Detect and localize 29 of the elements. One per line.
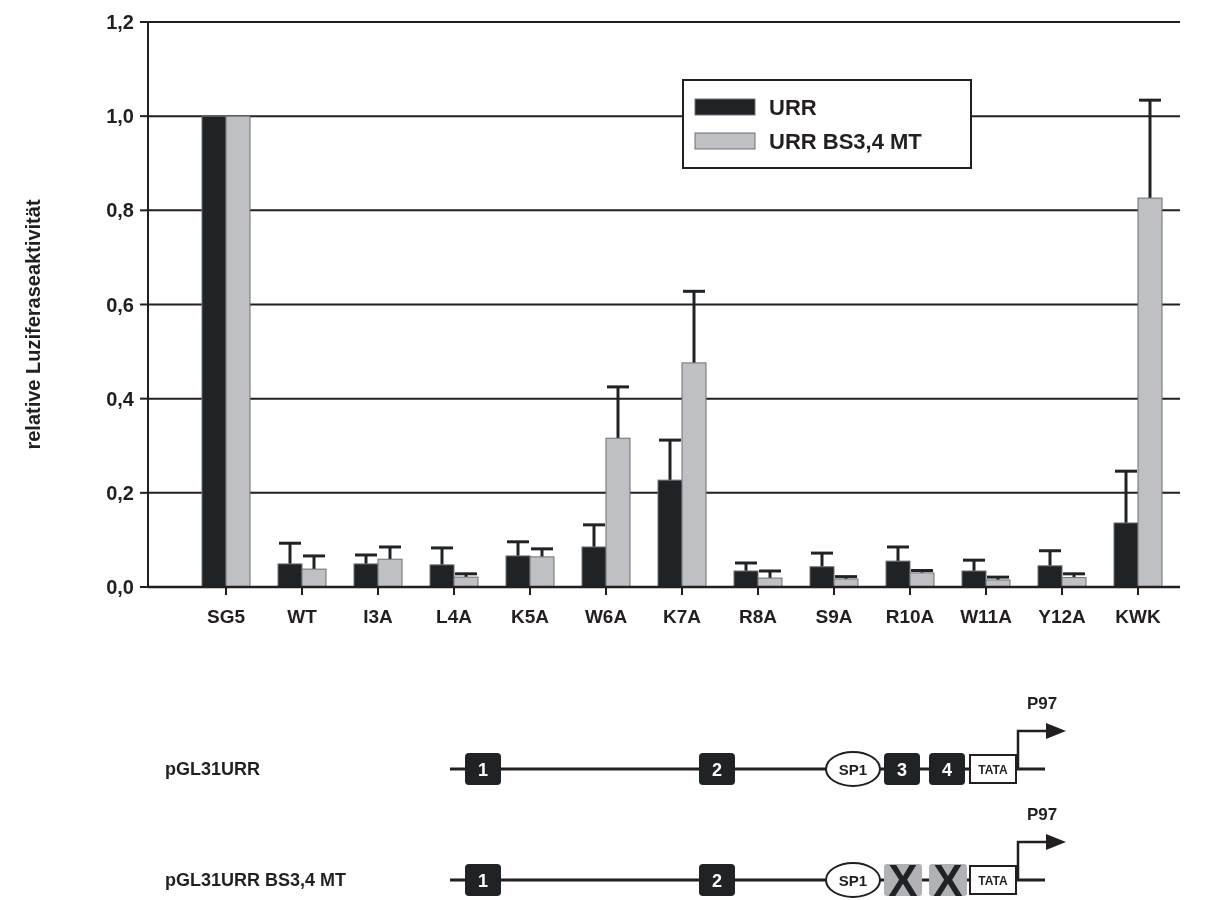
x-tick-label: SG5 [206, 606, 246, 627]
x-tick-label: S9A [815, 606, 853, 627]
y-tick-label: 0,8 [106, 199, 134, 222]
x-tick-label: Y12A [1038, 606, 1087, 627]
y-tick-label: 0,2 [106, 481, 134, 504]
y-tick-label: 1,0 [106, 105, 134, 128]
x-tick-label: R8A [738, 606, 778, 627]
x-tick-label: I3A [363, 606, 394, 627]
x-tick-label: KWK [1115, 606, 1161, 627]
mutant-promoter-diagram: 1 2 SP1 X X TATA [450, 834, 1066, 900]
text: P97 [1026, 805, 1058, 824]
y-axis-title: relative Luziferaseaktivität [22, 199, 44, 450]
x-tick-label: K7A [662, 606, 702, 627]
legend-label: URR BS3,4 MT [769, 129, 923, 154]
y-tick-label: 0,0 [106, 576, 134, 598]
x-tick-label: WT [287, 606, 318, 627]
y-tick-label: 1,2 [106, 11, 134, 33]
x-tick-label: R10A [885, 606, 935, 627]
x-tick-label: L4A [436, 606, 473, 627]
text: pGL31URR [165, 759, 261, 779]
legend-label: URR [769, 95, 817, 120]
y-tick-label: 0,4 [106, 387, 135, 410]
text: pGL31URR BS3,4 MT [165, 870, 347, 890]
text: P97 [1026, 694, 1058, 713]
promoter-diagram: 1 2 SP1 3 4 TATA [450, 723, 1066, 787]
x-tick-label: K5A [510, 606, 550, 627]
y-tick-label: 0,6 [106, 293, 134, 316]
x-tick-label: W6A [584, 606, 628, 627]
x-tick-label: W11A [960, 606, 1013, 627]
